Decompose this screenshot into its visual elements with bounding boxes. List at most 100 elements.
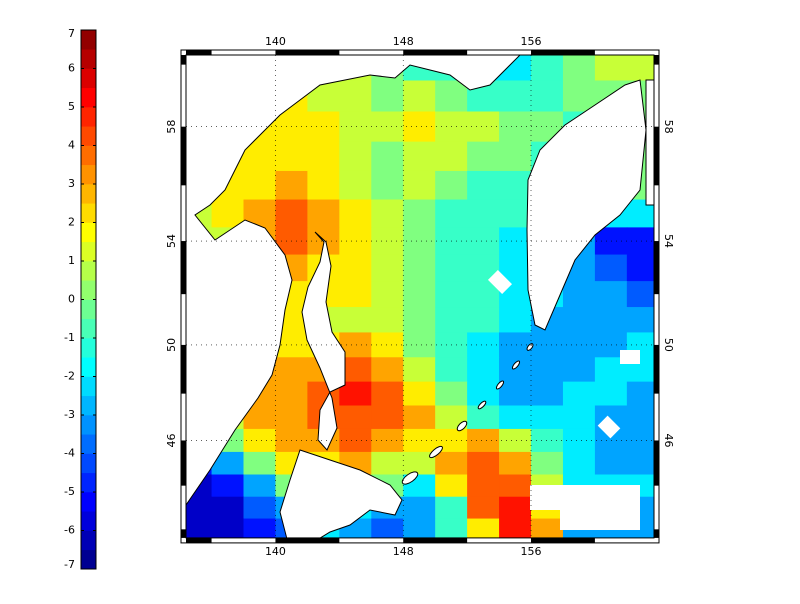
field-cell <box>594 307 628 333</box>
colorbar-band <box>81 222 96 243</box>
field-cell <box>403 381 436 407</box>
field-cell <box>562 332 596 358</box>
colorbar-band <box>81 30 96 50</box>
field-cell <box>531 332 564 358</box>
no-data-patches <box>487 269 640 530</box>
colorbar-band <box>81 203 96 223</box>
field-cell <box>499 474 532 498</box>
colorbar-band <box>81 261 96 281</box>
field-cell <box>339 141 372 172</box>
field-cell <box>339 254 372 282</box>
field-cell <box>339 405 372 430</box>
field-cell <box>499 496 532 520</box>
field-cell <box>435 254 468 282</box>
field-cell <box>562 55 596 81</box>
field-cell <box>403 254 436 282</box>
colorbar-band <box>81 472 96 493</box>
field-cell <box>467 428 500 453</box>
island <box>495 380 505 390</box>
field-cell <box>531 80 564 112</box>
x-tick-label: 148 <box>393 545 414 558</box>
field-cell <box>435 199 468 228</box>
field-cell <box>243 496 276 520</box>
field-cell <box>435 474 468 498</box>
field-cell <box>371 281 404 308</box>
colorbar-tick-label: -4 <box>64 447 75 460</box>
colorbar-band <box>81 68 96 89</box>
field-cell <box>467 496 500 520</box>
field-cell <box>243 451 276 476</box>
field-cell <box>594 254 628 282</box>
y-tick-label: 50 <box>165 338 178 352</box>
colorbar-band <box>81 299 96 320</box>
colorbar-band <box>81 492 96 512</box>
border-segment <box>181 126 186 186</box>
border-segment <box>531 537 595 543</box>
field-cell <box>562 307 596 333</box>
colorbar: -7 -6 -5 -4 -3 -2 -1 0 1 2 3 4 5 6 7 <box>64 27 97 571</box>
field-cell <box>467 405 500 430</box>
field-cell <box>594 55 628 81</box>
border-segment <box>654 440 659 486</box>
border-segment <box>654 126 659 186</box>
field-cell <box>594 451 628 476</box>
border-segment <box>275 537 340 543</box>
x-tick-label: 140 <box>265 545 286 558</box>
field-cell <box>275 199 308 228</box>
border-segment <box>403 537 468 543</box>
border-segment <box>654 344 659 394</box>
colorbar-band <box>81 395 96 416</box>
field-cell <box>211 451 245 476</box>
field-cell <box>371 254 404 282</box>
colorbar-band <box>81 434 96 454</box>
border-segment <box>654 529 659 538</box>
x-tick-label: 156 <box>521 35 542 48</box>
colorbar-band <box>81 511 96 531</box>
field-cell <box>531 381 564 407</box>
y-tick-label: 58 <box>662 120 675 134</box>
field-cell <box>467 111 500 143</box>
kuril-islands <box>401 343 534 485</box>
field-cell <box>435 170 468 201</box>
colorbar-tick-label: 6 <box>68 62 75 75</box>
field-cell <box>467 199 500 228</box>
field-cell <box>403 307 436 333</box>
border-segment <box>654 55 659 65</box>
colorbar-tick-label: -5 <box>64 485 75 498</box>
colorbar-band <box>81 184 96 204</box>
field-cell <box>467 451 500 476</box>
field-cell <box>626 405 654 430</box>
colorbar-tick-label: 1 <box>68 254 75 267</box>
sakhalin <box>301 231 346 451</box>
y-tick-label: 50 <box>662 338 675 352</box>
field-cell <box>307 141 340 172</box>
field-cell <box>467 141 500 172</box>
field-cell <box>499 451 532 476</box>
x-tick-label: 140 <box>265 35 286 48</box>
field-cell <box>499 518 532 538</box>
field-cell <box>403 428 436 453</box>
mainland <box>186 55 521 506</box>
y-tick-label: 58 <box>165 120 178 134</box>
land <box>186 55 654 538</box>
field-cell <box>403 111 436 143</box>
border-segment <box>181 344 186 394</box>
border-segment <box>181 440 186 486</box>
field-cell <box>467 307 500 333</box>
field-cell <box>626 281 654 308</box>
field-cell <box>307 111 340 143</box>
y-tick-label: 54 <box>662 234 675 248</box>
field-cell <box>435 451 468 476</box>
field-cell <box>467 170 500 201</box>
colorbar-tick-label: -1 <box>64 331 75 344</box>
colorbar-band <box>81 530 96 551</box>
field-cell <box>531 428 564 453</box>
field-cell <box>562 281 596 308</box>
colorbar-band <box>81 49 96 69</box>
colorbar-tick-label: -7 <box>64 558 75 571</box>
field-cell <box>371 357 404 383</box>
field-cell <box>626 428 654 453</box>
frame-border <box>180 49 660 544</box>
field-cell <box>499 199 532 228</box>
colorbar-band <box>81 549 96 570</box>
